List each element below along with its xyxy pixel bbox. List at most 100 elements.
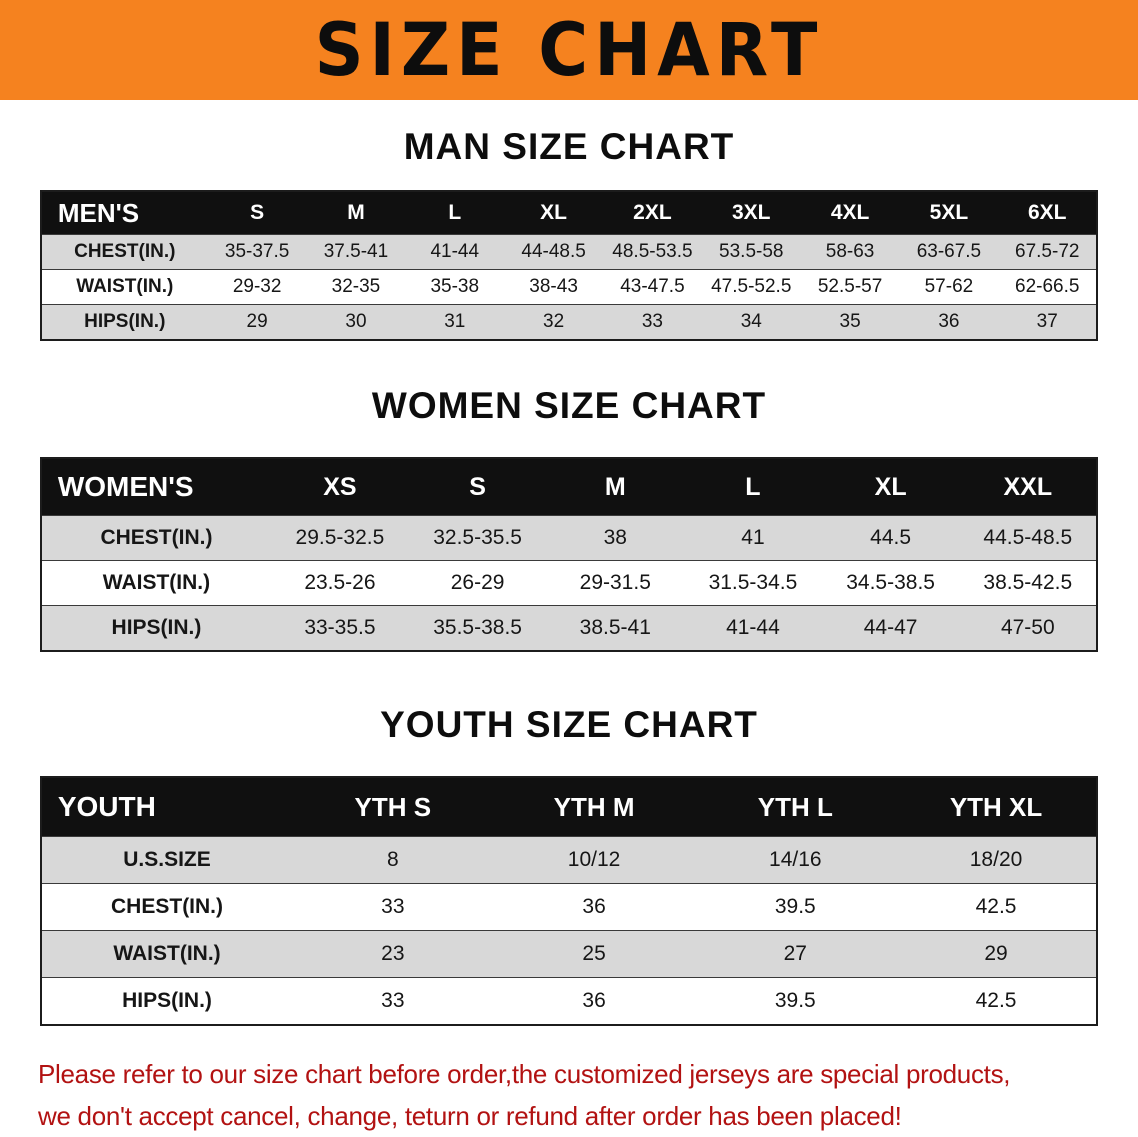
table-corner-label: MEN'S [40,191,208,235]
size-cell: 29-31.5 [546,560,685,606]
table-row: WAIST(IN.) 29-32 32-35 35-38 38-43 43-47.5 47.… [40,269,1098,305]
row-label: CHEST(IN.) [40,515,272,561]
table-header-row: YOUTH YTH S YTH M YTH L YTH XL [40,777,1098,837]
size-cell: 29 [207,304,307,340]
column-header: 2XL [603,191,702,235]
men-section-title: MAN SIZE CHART [403,126,735,167]
size-cell: 26-29 [408,560,547,606]
women-size-table: WOMEN'S XS S M L XL XXL CHEST(IN.) 29.5-32.5 32.5… [39,457,1099,652]
table-row: CHEST(IN.) 33 36 39.5 42.5 [40,883,1098,931]
size-cell: 14/16 [694,836,896,884]
size-cell: 35-37.5 [207,234,307,270]
size-cell: 36 [493,883,695,931]
size-cell: 34 [701,304,801,340]
table-row: CHEST(IN.) 35-37.5 37.5-41 41-44 44-48.5 48.5… [40,234,1098,270]
size-cell: 41 [684,515,822,561]
column-header: S [408,458,547,516]
size-cell: 44-48.5 [504,234,604,270]
size-cell: 41-44 [684,605,822,651]
column-header: YTH L [694,777,896,837]
table-row: HIPS(IN.) 33-35.5 35.5-38.5 38.5-41 41-44 44-… [40,605,1098,651]
size-cell: 10/12 [493,836,695,884]
table-corner-label: WOMEN'S [40,458,272,516]
size-cell: 29-32 [207,269,307,305]
men-size-table: MEN'S S M L XL 2XL 3XL 4XL 5XL 6XL CHEST(IN.) 35-37… [39,190,1099,341]
women-section-title: WOMEN SIZE CHART [371,385,767,426]
men-section: MAN SIZE CHART MEN'S S M L XL 2XL 3XL 4XL 5XL 6XL… [0,126,1138,341]
size-cell: 44-47 [821,605,960,651]
size-cell: 39.5 [694,977,896,1025]
size-cell: 36 [899,304,999,340]
size-cell: 33 [292,977,494,1025]
size-cell: 31 [405,304,505,340]
youth-section-title: YOUTH SIZE CHART [380,704,758,745]
size-cell: 29.5-32.5 [271,515,409,561]
column-header: 5XL [899,191,999,235]
banner: SIZE CHART [0,0,1138,100]
youth-size-table: YOUTH YTH S YTH M YTH L YTH XL U.S.SIZE 8 10/12… [39,776,1099,1026]
size-cell: 57-62 [899,269,999,305]
column-header: YTH S [292,777,494,837]
row-label: WAIST(IN.) [40,930,293,978]
size-cell: 47-50 [959,605,1098,651]
table-row: CHEST(IN.) 29.5-32.5 32.5-35.5 38 41 44.5 44.5… [40,515,1098,561]
size-cell: 33 [292,883,494,931]
size-cell: 31.5-34.5 [684,560,822,606]
column-header: XS [271,458,409,516]
size-cell: 36 [493,977,695,1025]
column-header: XL [821,458,960,516]
size-cell: 38-43 [504,269,604,305]
size-cell: 44.5 [821,515,960,561]
row-label: WAIST(IN.) [40,560,272,606]
table-row: U.S.SIZE 8 10/12 14/16 18/20 [40,836,1098,884]
size-cell: 42.5 [895,977,1098,1025]
size-cell: 58-63 [800,234,900,270]
column-header: L [405,191,505,235]
column-header: M [306,191,406,235]
table-row: HIPS(IN.) 29 30 31 32 33 34 35 36 37 [40,304,1098,340]
column-header: YTH M [493,777,695,837]
size-cell: 32.5-35.5 [408,515,547,561]
size-cell: 33-35.5 [271,605,409,651]
size-cell: 42.5 [895,883,1098,931]
size-cell: 32 [504,304,604,340]
size-cell: 67.5-72 [998,234,1098,270]
column-header: M [546,458,685,516]
size-cell: 35 [800,304,900,340]
size-cell: 47.5-52.5 [701,269,801,305]
size-cell: 62-66.5 [998,269,1098,305]
row-label: HIPS(IN.) [40,977,293,1025]
table-corner-label: YOUTH [40,777,293,837]
size-cell: 39.5 [694,883,896,931]
size-cell: 37 [998,304,1098,340]
size-cell: 35.5-38.5 [408,605,547,651]
size-cell: 52.5-57 [800,269,900,305]
table-header-row: MEN'S S M L XL 2XL 3XL 4XL 5XL 6XL [40,191,1098,235]
size-cell: 35-38 [405,269,505,305]
notice-line-2: we don't accept cancel, change, teturn o… [38,1100,902,1131]
youth-section: YOUTH SIZE CHART YOUTH YTH S YTH M YTH L YTH… [0,704,1138,1026]
size-cell: 43-47.5 [603,269,702,305]
size-cell: 38.5-42.5 [959,560,1098,606]
row-label: HIPS(IN.) [40,605,272,651]
column-header: 4XL [800,191,900,235]
women-section: WOMEN SIZE CHART WOMEN'S XS S M L XL XXL CHEST(… [0,385,1138,652]
footer-notice: Please refer to our size chart before or… [38,1054,1100,1137]
size-cell: 8 [292,836,494,884]
size-cell: 34.5-38.5 [821,560,960,606]
size-cell: 23 [292,930,494,978]
row-label: HIPS(IN.) [40,304,208,340]
column-header: YTH XL [895,777,1098,837]
size-cell: 33 [603,304,702,340]
table-row: WAIST(IN.) 23 25 27 29 [40,930,1098,978]
row-label: U.S.SIZE [40,836,293,884]
size-cell: 29 [895,930,1098,978]
size-cell: 25 [493,930,695,978]
size-cell: 23.5-26 [271,560,409,606]
size-cell: 32-35 [306,269,406,305]
table-header-row: WOMEN'S XS S M L XL XXL [40,458,1098,516]
row-label: CHEST(IN.) [40,883,293,931]
size-cell: 27 [694,930,896,978]
size-cell: 18/20 [895,836,1098,884]
